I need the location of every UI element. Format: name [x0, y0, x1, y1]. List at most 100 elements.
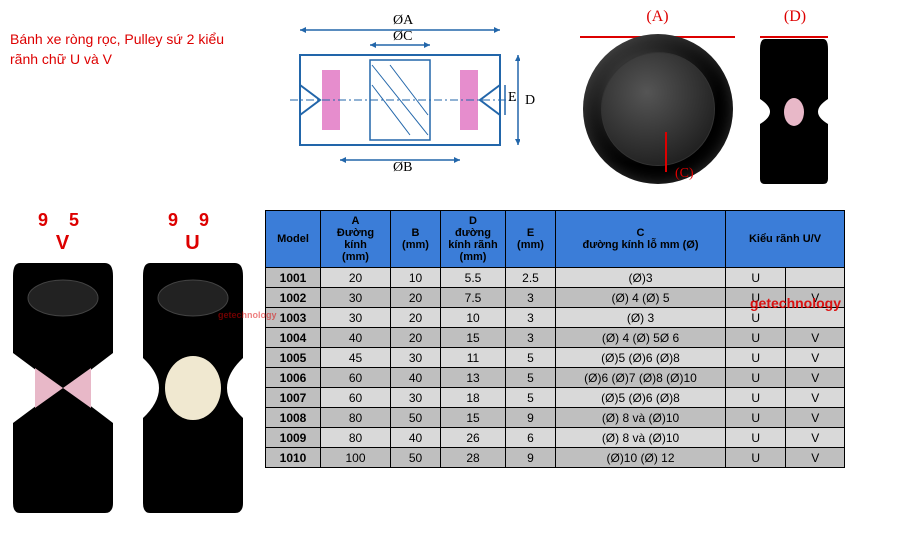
table-cell: 28	[441, 448, 506, 468]
th-b: B (mm)	[391, 211, 441, 268]
table-row: 101010050289(Ø)10 (Ø) 12UV	[266, 448, 845, 468]
top-section: Bánh xe ròng rọc, Pulley sứ 2 kiểu rãnh …	[0, 0, 918, 200]
table-row: 10054530115(Ø)5 (Ø)6 (Ø)8UV	[266, 348, 845, 368]
table-cell: V	[786, 408, 845, 428]
table-cell: (Ø)5 (Ø)6 (Ø)8	[556, 348, 726, 368]
table-cell: (Ø) 4 (Ø) 5	[556, 288, 726, 308]
table-cell: 50	[391, 408, 441, 428]
table-cell: 3	[506, 308, 556, 328]
table-cell: U	[726, 368, 786, 388]
table-cell: 20	[391, 308, 441, 328]
table-cell: 80	[321, 428, 391, 448]
table-cell: (Ø) 4 (Ø) 5Ø 6	[556, 328, 726, 348]
title-area: Bánh xe ròng rọc, Pulley sứ 2 kiểu rãnh …	[0, 0, 250, 200]
table-cell: 1004	[266, 328, 321, 348]
table-cell: 40	[391, 368, 441, 388]
v-letter: V	[5, 232, 120, 255]
table-cell: (Ø) 3	[556, 308, 726, 328]
table-cell: 1010	[266, 448, 321, 468]
table-cell: 5	[506, 388, 556, 408]
table-cell: 20	[321, 268, 391, 288]
table-row: 10076030185(Ø)5 (Ø)6 (Ø)8UV	[266, 388, 845, 408]
table-cell: 100	[321, 448, 391, 468]
table-cell: 80	[321, 408, 391, 428]
table-cell	[786, 308, 845, 328]
table-cell: 1009	[266, 428, 321, 448]
u-num: 9 9	[135, 210, 250, 231]
table-cell: 1008	[266, 408, 321, 428]
table-cell: V	[786, 448, 845, 468]
table-cell: V	[786, 428, 845, 448]
dim-d: D	[525, 93, 535, 109]
table-cell	[786, 268, 845, 288]
table-cell: 30	[321, 308, 391, 328]
table-cell: U	[726, 428, 786, 448]
table-row: 100230207.53(Ø) 4 (Ø) 5UV	[266, 288, 845, 308]
table-cell: U	[726, 328, 786, 348]
table-cell: 30	[391, 388, 441, 408]
dim-oa: ØA	[393, 13, 413, 29]
th-a: A Đường kính (mm)	[321, 211, 391, 268]
table-cell: 30	[321, 288, 391, 308]
u-groove-photo: 9 9 U	[135, 210, 250, 530]
table-cell: 40	[321, 328, 391, 348]
table-cell: U	[726, 268, 786, 288]
label-c: (C)	[675, 166, 694, 182]
bottom-section: 9 5 V 9 9 U Model A Đường kí	[0, 200, 918, 530]
table-cell: V	[786, 328, 845, 348]
th-e: E (mm)	[506, 211, 556, 268]
table-cell: 6	[506, 428, 556, 448]
table-cell: 1007	[266, 388, 321, 408]
spec-table-area: Model A Đường kính (mm) B (mm) D đường k…	[265, 200, 918, 530]
table-row: 10066040135(Ø)6 (Ø)7 (Ø)8 (Ø)10UV	[266, 368, 845, 388]
table-cell: 1001	[266, 268, 321, 288]
table-cell: 3	[506, 328, 556, 348]
spec-table: Model A Đường kính (mm) B (mm) D đường k…	[265, 210, 845, 468]
table-row: 10033020103(Ø) 3U	[266, 308, 845, 328]
table-cell: 40	[391, 428, 441, 448]
table-cell: 45	[321, 348, 391, 368]
table-cell: 9	[506, 408, 556, 428]
table-cell: (Ø)5 (Ø)6 (Ø)8	[556, 388, 726, 408]
dim-oc: ØC	[393, 29, 412, 45]
table-cell: 3	[506, 288, 556, 308]
table-cell: V	[786, 388, 845, 408]
table-header: Model A Đường kính (mm) B (mm) D đường k…	[266, 211, 845, 268]
table-cell: 20	[391, 288, 441, 308]
table-cell: U	[726, 408, 786, 428]
product-title: Bánh xe ròng rọc, Pulley sứ 2 kiểu rãnh …	[10, 30, 240, 69]
table-cell: U	[726, 308, 786, 328]
table-cell: 1005	[266, 348, 321, 368]
table-cell: 1006	[266, 368, 321, 388]
side-pulley-svg	[755, 34, 833, 189]
table-row: 10044020153(Ø) 4 (Ø) 5Ø 6UV	[266, 328, 845, 348]
u-pulley-svg	[135, 258, 250, 518]
th-uv: Kiểu rãnh U/V	[726, 211, 845, 268]
table-cell: V	[786, 348, 845, 368]
table-cell: 11	[441, 348, 506, 368]
table-cell: 9	[506, 448, 556, 468]
dim-ob: ØB	[393, 160, 412, 176]
table-cell: 10	[391, 268, 441, 288]
table-cell: (Ø)6 (Ø)7 (Ø)8 (Ø)10	[556, 368, 726, 388]
table-cell: V	[786, 288, 845, 308]
table-cell: 2.5	[506, 268, 556, 288]
th-d: D đường kính rãnh (mm)	[441, 211, 506, 268]
side-view-photo: (D)	[755, 8, 835, 192]
table-cell: 60	[321, 368, 391, 388]
th-model: Model	[266, 211, 321, 268]
table-cell: 18	[441, 388, 506, 408]
label-d: (D)	[755, 8, 835, 26]
table-cell: 15	[441, 328, 506, 348]
th-c: C đường kính lỗ mm (Ø)	[556, 211, 726, 268]
table-cell: 7.5	[441, 288, 506, 308]
table-cell: U	[726, 448, 786, 468]
v-groove-photo: 9 5 V	[5, 210, 120, 530]
dim-e: E	[508, 90, 517, 106]
photo-area: (A) (C) (D)	[570, 0, 918, 200]
table-cell: (Ø) 8 và (Ø)10	[556, 428, 726, 448]
table-cell: 26	[441, 428, 506, 448]
table-cell: 13	[441, 368, 506, 388]
table-cell: U	[726, 288, 786, 308]
table-cell: 20	[391, 328, 441, 348]
